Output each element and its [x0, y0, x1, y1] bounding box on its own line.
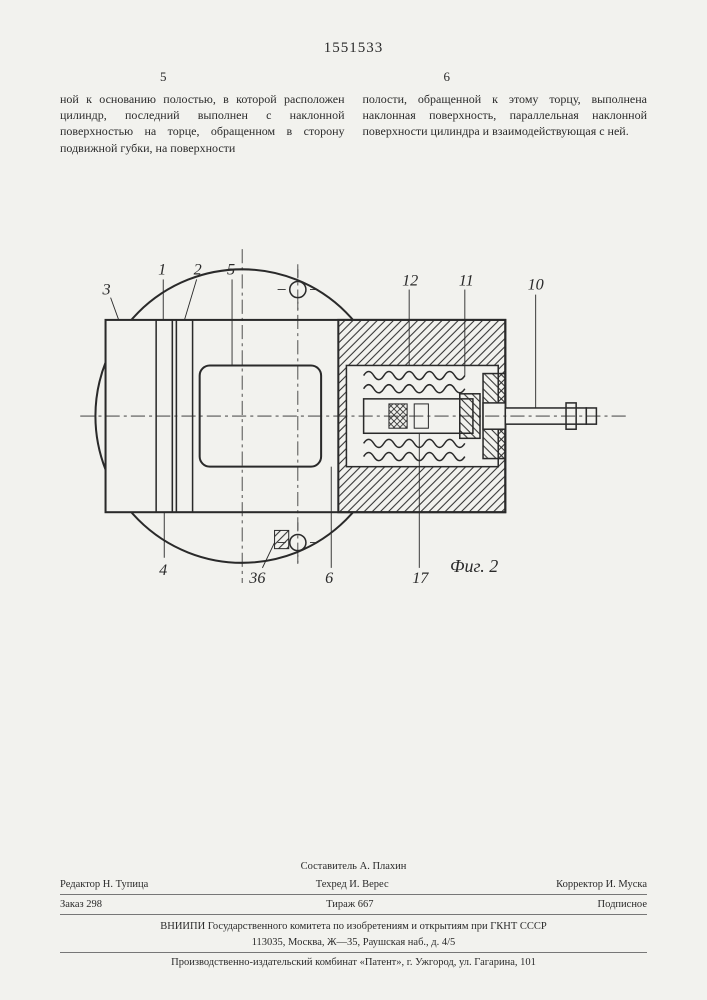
column-numbers: 5 6	[60, 69, 647, 85]
corrector-name: И. Муска	[606, 879, 647, 890]
org-line-1: ВНИИПИ Государственного комитета по изоб…	[60, 919, 647, 934]
svg-text:36: 36	[248, 569, 266, 587]
edition-num: 667	[358, 899, 374, 910]
svg-text:1: 1	[158, 260, 166, 278]
svg-text:4: 4	[159, 561, 167, 579]
technical-drawing: 1 2 3 4 5 6 36 12 11 10 17	[60, 196, 647, 626]
svg-text:2: 2	[194, 260, 202, 278]
svg-text:5: 5	[227, 260, 235, 278]
edition-label: Тираж	[326, 899, 355, 910]
editor-name: Н. Тупица	[103, 879, 149, 890]
svg-text:12: 12	[402, 271, 418, 289]
techred-name: И. Верес	[349, 879, 388, 890]
imprint-footer: Составитель А. Плахин Редактор Н. Тупица…	[60, 859, 647, 970]
composer-name: А. Плахин	[360, 861, 407, 872]
text-columns: ной к основанию полостью, в которой рас­…	[60, 91, 647, 156]
composer-label: Составитель	[301, 861, 357, 872]
figure-2: 1 2 3 4 5 6 36 12 11 10 17 Фиг. 2	[60, 196, 647, 626]
col-num-right: 6	[354, 69, 648, 85]
org-line-2: Производственно-издательский комбинат «П…	[60, 952, 647, 970]
column-right: полости, обращенной к этому торцу, выпол…	[363, 91, 648, 156]
patent-number: 1551533	[60, 40, 647, 57]
svg-text:3: 3	[102, 280, 111, 298]
corrector-label: Корректор	[556, 879, 603, 890]
subscription: Подписное	[598, 897, 647, 912]
addr-line-1: 113035, Москва, Ж—35, Раушская наб., д. …	[60, 935, 647, 950]
svg-text:17: 17	[412, 569, 429, 587]
order-label: Заказ	[60, 899, 84, 910]
svg-text:11: 11	[459, 271, 474, 289]
order-num: 298	[86, 899, 102, 910]
svg-text:6: 6	[325, 569, 334, 587]
svg-text:10: 10	[528, 275, 544, 293]
techred-label: Техред	[316, 879, 347, 890]
col-num-left: 5	[60, 69, 354, 85]
editor-label: Редактор	[60, 879, 100, 890]
column-left: ной к основанию полостью, в которой рас­…	[60, 91, 345, 156]
figure-caption: Фиг. 2	[450, 556, 498, 577]
